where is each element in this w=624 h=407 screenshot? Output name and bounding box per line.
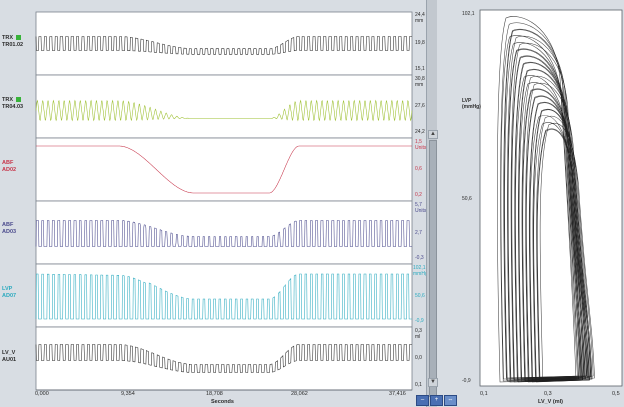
scale-bottom-4: -0,9 (415, 318, 424, 324)
channel-label-lvp[interactable]: LVP AD07 (2, 286, 17, 299)
pv-loop-curve (511, 56, 582, 381)
scale-mid-2: 0,6 (415, 166, 422, 172)
pv-loop-curve (529, 102, 590, 383)
pv-loop-curve (537, 129, 592, 380)
channel-label-trx-2[interactable]: TRX TR04.03 (2, 97, 24, 110)
signal-trace (35, 220, 412, 247)
scale-top-5: 0,3 ml (415, 328, 422, 340)
pv-loop-curve (532, 109, 591, 380)
signal-trace (35, 99, 413, 122)
channel-label-abf-2[interactable]: ABF AD03 (2, 222, 17, 235)
scale-mid-0: 19,8 (415, 40, 425, 46)
time-tick-2: 18,708 (206, 391, 223, 397)
loop-x-tick-0: 0,1 (480, 391, 488, 397)
scale-bottom-3: -0,3 (415, 255, 424, 261)
pv-loop-curve (504, 42, 579, 382)
scale-mid-5: 0,0 (415, 355, 422, 361)
loop-y-tick-top: 102,1 (462, 11, 475, 17)
loop-x-tick-2: 0,5 (612, 391, 620, 397)
time-tick-1: 9,354 (121, 391, 135, 397)
indicator-icon (15, 97, 21, 103)
signal-trace (35, 273, 412, 320)
loop-y-tick-bottom: -0,9 (462, 378, 471, 384)
scroll-thumb[interactable] (429, 140, 437, 397)
channel-strips (35, 11, 413, 391)
scale-bottom-1: 24,2 (415, 129, 425, 135)
pv-loop-curve (515, 75, 584, 383)
signal-trace (35, 344, 412, 373)
scale-top-3: 5,7 Units (415, 202, 427, 214)
channel-label-abf-1[interactable]: ABF AD02 (2, 160, 17, 173)
time-tick-3: 28,062 (291, 391, 308, 397)
scale-bottom-2: 0,2 (415, 192, 422, 198)
scale-mid-3: 2,7 (415, 230, 422, 236)
vertical-scrollbar[interactable]: ▲ ▼ (426, 0, 438, 407)
channel-panel[interactable] (35, 11, 413, 76)
scale-top-0: 24,4 mm (415, 12, 425, 24)
time-axis-label: Seconds (211, 399, 234, 405)
loop-x-tick-1: 0,3 (544, 391, 552, 397)
scale-bottom-0: 15,1 (415, 66, 425, 72)
time-tick-0: 0,000 (35, 391, 49, 397)
pv-loop-curve (500, 35, 578, 380)
pv-loop-curve (532, 108, 593, 382)
scroll-down-icon[interactable]: ▼ (428, 378, 438, 387)
scale-mid-4: 50,6 (415, 293, 425, 299)
pv-loop-curve (518, 69, 586, 382)
channel-panel[interactable] (35, 74, 413, 139)
scroll-up-icon[interactable]: ▲ (428, 130, 438, 139)
scale-top-1: 30,8 mm (415, 76, 425, 88)
zoom-out-button[interactable]: – (416, 395, 429, 406)
pv-loop-plot (479, 9, 623, 387)
scale-mid-1: 27,6 (415, 103, 425, 109)
pv-loop-curve (533, 122, 590, 383)
loop-y-label: LVP (mmHg) (462, 98, 481, 110)
loop-plot-pane: 102,1 LVP (mmHg) 50,6 -0,9 0,1 0,3 0,5 LV… (460, 0, 624, 407)
scale-top-4: 102,1 mmHg (413, 265, 428, 277)
channel-strip-area: TRX TR01.02 TRX TR04.03 ABF AD02 ABF AD03 … (2, 0, 457, 407)
indicator-icon (15, 35, 21, 41)
pv-loop-curve (526, 96, 588, 379)
scale-top-2: 1,5 Units (415, 139, 427, 151)
pv-loop-curve (522, 89, 586, 382)
scale-bottom-5: 0,1 (415, 382, 422, 388)
pv-loop-curve (497, 16, 577, 383)
fit-button[interactable]: ⇔ (444, 395, 457, 406)
channel-panel[interactable] (35, 200, 413, 265)
signal-trace (35, 36, 412, 55)
pv-loop-curve (539, 122, 595, 381)
time-tick-4: 37,416 (389, 391, 406, 397)
channel-panel[interactable] (35, 326, 413, 391)
pv-loop-curve (536, 128, 593, 382)
pv-loop-curve (514, 62, 585, 380)
channel-label-lv-v[interactable]: LV_V AU01 (2, 350, 17, 363)
loop-x-label: LV_V (ml) (538, 399, 563, 405)
pv-loop-curve (536, 115, 594, 379)
pv-loop-curve (507, 49, 581, 379)
pv-loop-curve (529, 115, 589, 381)
signal-trace (36, 145, 412, 194)
channel-panel[interactable] (35, 263, 413, 328)
channel-panel[interactable] (35, 137, 413, 202)
loop-y-tick-mid: 50,6 (462, 196, 472, 202)
pv-loop-curve (525, 95, 589, 381)
pv-loop-curve (518, 82, 585, 380)
zoom-in-button[interactable]: + (430, 395, 443, 406)
channel-label-trx-1[interactable]: TRX TR01.02 (2, 35, 24, 48)
